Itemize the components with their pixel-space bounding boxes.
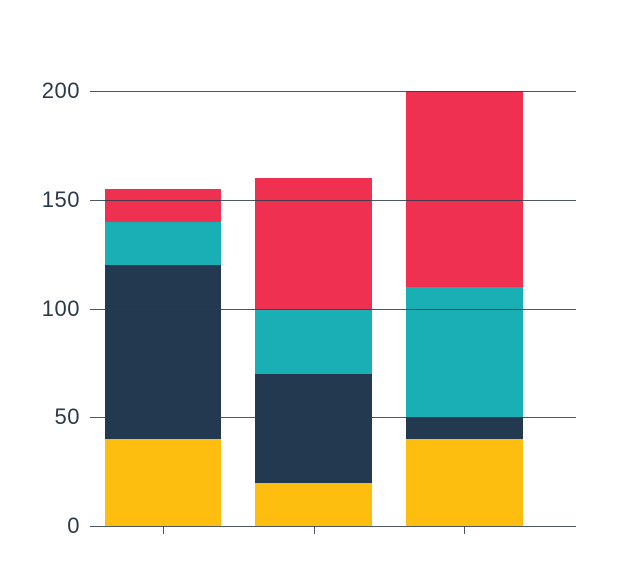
bar-segment-s3 — [105, 222, 222, 265]
gridline — [90, 309, 576, 310]
y-axis-label: 200 — [42, 78, 90, 104]
plot-area: 050100150200 — [90, 48, 576, 526]
x-tick — [464, 526, 465, 534]
bar-segment-s3 — [255, 309, 372, 374]
gridline — [90, 417, 576, 418]
y-axis-label: 150 — [42, 187, 90, 213]
bars-layer — [90, 48, 576, 526]
gridline — [90, 200, 576, 201]
bar — [255, 178, 372, 526]
y-axis-label: 100 — [42, 296, 90, 322]
bar-segment-s4 — [406, 91, 523, 287]
y-axis-label: 0 — [67, 513, 90, 539]
bar-segment-s2 — [255, 374, 372, 483]
bar-segment-s1 — [406, 439, 523, 526]
bar-segment-s4 — [105, 189, 222, 222]
bar — [105, 189, 222, 526]
bar-segment-s4 — [255, 178, 372, 308]
bar-segment-s1 — [105, 439, 222, 526]
x-tick — [314, 526, 315, 534]
gridline — [90, 91, 576, 92]
stacked-bar-chart: 0 50 100 150 200 — [0, 0, 626, 588]
bar-segment-s2 — [406, 417, 523, 439]
bar-segment-s1 — [255, 483, 372, 526]
bar-segment-s2 — [105, 265, 222, 439]
y-axis-label: 50 — [55, 404, 90, 430]
x-tick — [163, 526, 164, 534]
bar-segment-s3 — [406, 287, 523, 417]
